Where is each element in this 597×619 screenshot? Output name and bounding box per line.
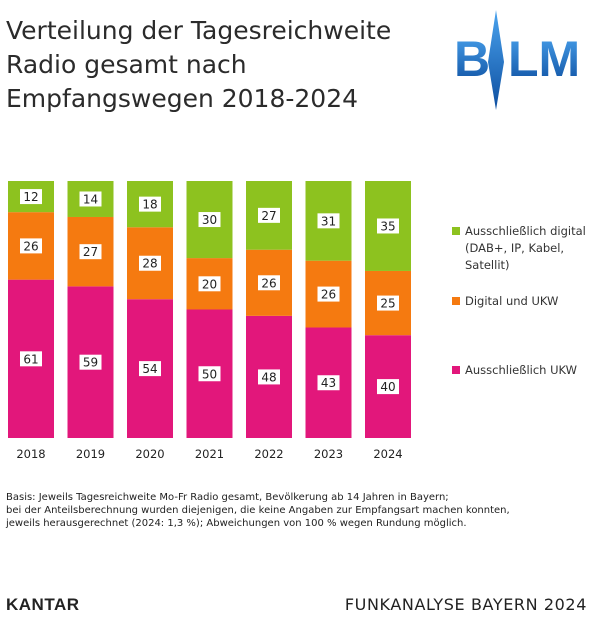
chart-title: Verteilung der Tagesreichweite Radio ges… [6, 14, 436, 116]
blm-logo: B LM [452, 10, 588, 114]
data-label: 30 [202, 213, 217, 227]
footnote-line: Basis: Jeweils Tagesreichweite Mo-Fr Rad… [6, 492, 449, 503]
data-label: 40 [380, 380, 395, 394]
data-label-box [79, 191, 102, 207]
data-label-box [139, 196, 161, 212]
data-label-box [79, 354, 102, 370]
x-tick-label: 2023 [314, 447, 343, 461]
data-label-box [377, 379, 399, 395]
data-label-box [20, 238, 42, 254]
data-label: 12 [23, 190, 38, 204]
data-label: 61 [23, 352, 38, 366]
data-label: 27 [83, 245, 98, 259]
source-label: FUNKANALYSE BAYERN 2024 [344, 595, 587, 614]
legend-swatch [452, 366, 460, 374]
data-label-box [317, 375, 340, 391]
data-label-box [258, 275, 280, 291]
logo-letters-lm: LM [508, 31, 580, 87]
data-label-box [377, 295, 399, 311]
data-label-box [198, 276, 221, 292]
kantar-logo: KANTAR [6, 595, 80, 614]
chart-title-line: Verteilung der Tagesreichweite [6, 16, 392, 45]
chart-title-line: Empfangswegen 2018-2024 [6, 84, 359, 113]
data-label-box [258, 369, 280, 385]
data-label-box [20, 189, 42, 205]
data-label-box [20, 351, 42, 367]
x-tick-label: 2018 [16, 447, 45, 461]
data-label: 14 [83, 192, 98, 206]
legend-swatch [452, 297, 460, 305]
legend-label: Ausschließlich UKW [465, 363, 578, 377]
data-label: 20 [202, 277, 217, 291]
data-label-box [377, 218, 399, 234]
data-label: 27 [261, 209, 276, 223]
data-label-box [317, 213, 340, 229]
x-tick-label: 2020 [135, 447, 164, 461]
data-label: 28 [142, 257, 157, 271]
x-tick-label: 2021 [195, 447, 224, 461]
data-label-box [139, 255, 161, 271]
data-label: 43 [321, 376, 336, 390]
data-label: 50 [202, 367, 217, 381]
data-label: 48 [261, 370, 276, 384]
data-label-box [258, 207, 280, 223]
footnote-line: bei der Anteilsberechnung wurden diejeni… [6, 505, 510, 516]
data-label: 31 [321, 214, 336, 228]
footnote: Basis: Jeweils Tagesreichweite Mo-Fr Rad… [6, 491, 591, 530]
data-label: 26 [321, 288, 336, 302]
data-label-box [139, 361, 161, 377]
data-label: 54 [142, 362, 157, 376]
x-tick-label: 2024 [373, 447, 402, 461]
logo-needle-icon [488, 10, 504, 110]
data-label: 18 [142, 198, 157, 212]
chart-title-line: Radio gesamt nach [6, 50, 247, 79]
footnote-line: jeweils herausgerechnet (2024: 1,3 %); A… [6, 518, 467, 529]
x-tick-label: 2022 [254, 447, 283, 461]
data-label: 25 [380, 297, 395, 311]
data-label-box [198, 212, 221, 228]
data-label: 59 [83, 356, 98, 370]
stacked-bar-chart: 61 26 12 2018 59 27 14 2019 54 28 18 2020 50 20 30 2021… [8, 181, 411, 461]
data-label: 26 [261, 276, 276, 290]
data-label: 26 [23, 239, 38, 253]
logo-letter-b: B [454, 31, 490, 87]
x-tick-label: 2019 [76, 447, 105, 461]
legend-swatch [452, 227, 460, 235]
data-label-box [317, 286, 340, 302]
data-label-box [79, 244, 102, 260]
legend-label: Ausschließlich digital (DAB+, IP, Kabel,… [465, 224, 586, 272]
legend-label: Digital und UKW [465, 294, 559, 308]
data-label-box [198, 366, 221, 382]
data-label: 35 [380, 219, 395, 233]
